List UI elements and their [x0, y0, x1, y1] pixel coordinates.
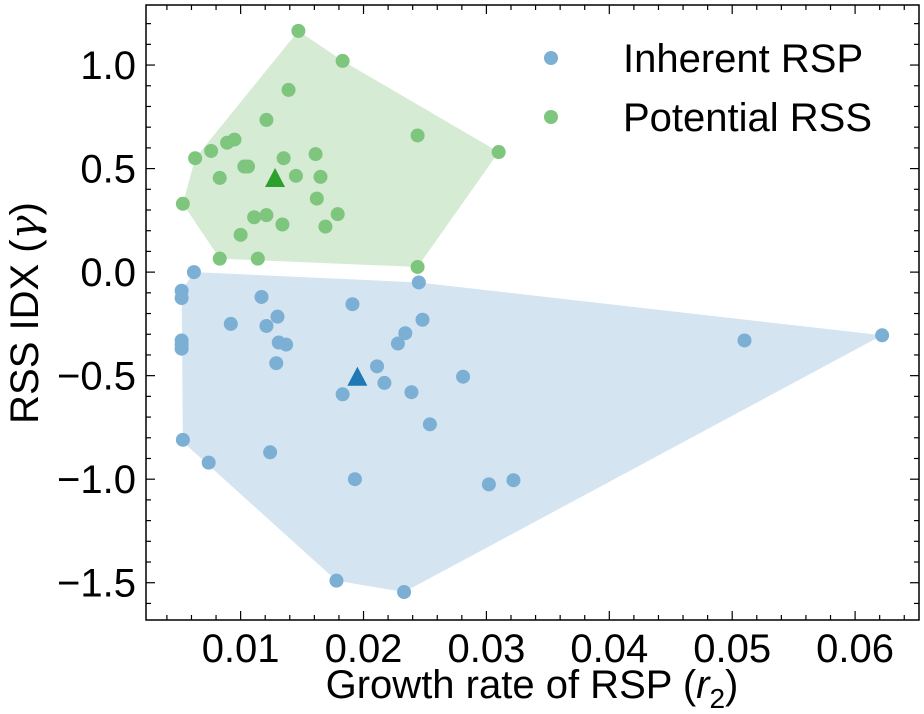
ticks-layer	[146, 5, 919, 620]
legend-marker-inherent-rsp	[544, 51, 558, 65]
centroid-inherent-rsp	[347, 366, 368, 386]
point-inherent-rsp-6	[175, 432, 190, 447]
point-inherent-rsp-24	[397, 585, 412, 600]
point-inherent-rsp-8	[223, 316, 238, 331]
hull-inherent-rsp	[181, 272, 883, 593]
legend-label-potential-rss: Potential RSS	[623, 96, 872, 140]
point-inherent-rsp-28	[422, 417, 437, 432]
point-inherent-rsp-17	[335, 387, 350, 402]
point-inherent-rsp-13	[270, 309, 285, 324]
point-potential-rss-8	[188, 151, 203, 166]
point-potential-rss-14	[212, 170, 227, 185]
point-potential-rss-15	[288, 168, 303, 183]
point-inherent-rsp-26	[411, 275, 426, 290]
point-inherent-rsp-15	[279, 337, 294, 352]
point-inherent-rsp-18	[345, 297, 360, 312]
y-tick-label-1: −1.0	[57, 458, 136, 502]
y-tick-label-0: −1.5	[57, 562, 136, 606]
point-potential-rss-6	[220, 135, 235, 150]
plot-frame	[145, 4, 920, 621]
point-potential-rss-11	[491, 145, 506, 160]
point-potential-rss-23	[318, 219, 333, 234]
x-tick-label-0: 0.01	[202, 627, 280, 671]
x-tick-label-1: 0.02	[325, 627, 403, 671]
point-inherent-rsp-19	[347, 472, 362, 487]
point-inherent-rsp-21	[377, 375, 392, 390]
point-potential-rss-16	[313, 169, 328, 184]
point-potential-rss-1	[335, 53, 350, 68]
point-inherent-rsp-27	[415, 312, 430, 327]
point-potential-rss-7	[204, 143, 219, 158]
point-inherent-rsp-0	[186, 265, 201, 280]
point-potential-rss-21	[330, 207, 345, 222]
legend-item-potential-rss: Potential RSS	[544, 96, 872, 140]
point-inherent-rsp-16	[329, 573, 344, 588]
point-potential-rss-10	[276, 151, 291, 166]
legend: Inherent RSP Potential RSS	[544, 37, 872, 140]
point-inherent-rsp-25	[404, 385, 419, 400]
point-inherent-rsp-22	[390, 336, 405, 351]
hull-layer	[181, 30, 883, 593]
point-potential-rss-25	[250, 251, 265, 266]
point-inherent-rsp-30	[481, 477, 496, 492]
point-potential-rss-19	[247, 210, 262, 225]
centroid-layer	[265, 167, 368, 386]
point-inherent-rsp-10	[259, 318, 274, 333]
point-potential-rss-24	[233, 227, 248, 242]
y-tick-label-2: −0.5	[57, 355, 136, 399]
point-inherent-rsp-29	[456, 369, 471, 384]
point-potential-rss-9	[308, 147, 323, 162]
point-inherent-rsp-12	[269, 356, 284, 371]
point-potential-rss-0	[291, 23, 306, 38]
point-inherent-rsp-11	[263, 445, 278, 460]
x-axis-label: Growth rate of RSP (r2)	[326, 663, 739, 714]
points-layer	[174, 23, 890, 600]
point-potential-rss-4	[410, 128, 425, 143]
y-tick-label-5: 1.0	[80, 44, 136, 88]
point-inherent-rsp-33	[875, 328, 890, 343]
point-potential-rss-18	[309, 191, 324, 206]
point-potential-rss-13	[241, 159, 256, 174]
legend-marker-potential-rss	[544, 110, 558, 124]
legend-item-inherent-rsp: Inherent RSP	[544, 37, 863, 81]
point-inherent-rsp-31	[506, 473, 521, 488]
x-tick-label-3: 0.04	[570, 627, 648, 671]
x-tick-label-5: 0.06	[816, 627, 894, 671]
point-potential-rss-22	[275, 217, 290, 232]
x-tick-label-4: 0.05	[693, 627, 771, 671]
point-potential-rss-2	[281, 82, 296, 97]
point-potential-rss-26	[212, 251, 227, 266]
point-inherent-rsp-32	[737, 333, 752, 348]
point-inherent-rsp-2	[174, 291, 189, 306]
x-tick-label-2: 0.03	[447, 627, 525, 671]
point-potential-rss-27	[410, 259, 425, 274]
point-inherent-rsp-7	[201, 455, 216, 470]
point-inherent-rsp-9	[254, 289, 269, 304]
point-inherent-rsp-20	[370, 359, 385, 374]
point-inherent-rsp-5	[174, 341, 189, 356]
point-potential-rss-17	[175, 196, 190, 211]
y-tick-label-4: 0.5	[80, 148, 136, 192]
hull-potential-rss	[182, 30, 499, 267]
centroid-potential-rss	[265, 167, 286, 187]
tick-labels-layer: 0.01 0.02 0.03 0.04 0.05 0.06 −1.5 −1.0 −0.5 0.0 0…	[57, 44, 894, 671]
point-potential-rss-20	[259, 208, 274, 223]
legend-label-inherent-rsp: Inherent RSP	[623, 37, 863, 81]
y-axis-label: RSS IDX (γ)	[2, 202, 48, 424]
point-inherent-rsp-23	[398, 326, 413, 341]
point-potential-rss-3	[259, 112, 274, 127]
y-tick-label-3: 0.0	[80, 251, 136, 295]
